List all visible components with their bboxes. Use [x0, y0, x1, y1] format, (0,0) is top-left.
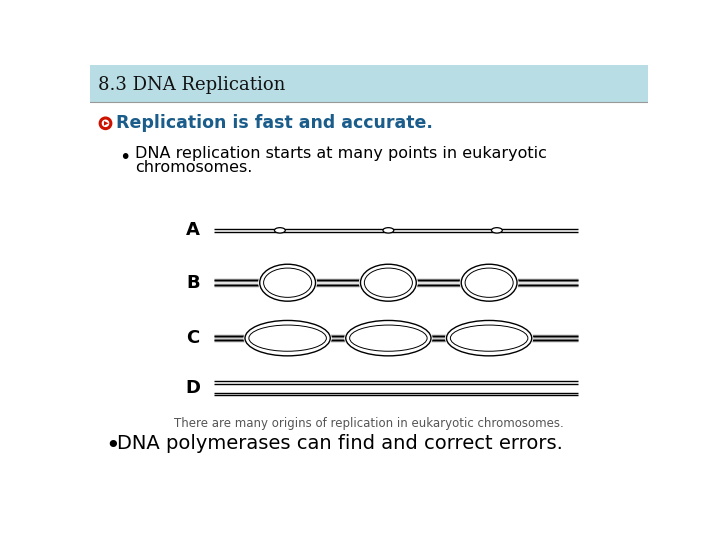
Ellipse shape [243, 319, 332, 357]
Ellipse shape [445, 319, 534, 357]
Ellipse shape [344, 319, 433, 357]
Ellipse shape [258, 262, 317, 303]
Circle shape [99, 117, 112, 130]
Text: B: B [186, 274, 200, 292]
Ellipse shape [492, 228, 503, 233]
Text: A: A [186, 221, 200, 239]
Text: D: D [186, 379, 201, 397]
FancyBboxPatch shape [90, 65, 648, 102]
Polygon shape [104, 121, 109, 126]
Text: There are many origins of replication in eukaryotic chromosomes.: There are many origins of replication in… [174, 417, 564, 430]
Text: Replication is fast and accurate.: Replication is fast and accurate. [117, 114, 433, 132]
Text: DNA replication starts at many points in eukaryotic: DNA replication starts at many points in… [135, 146, 546, 161]
Ellipse shape [359, 262, 418, 303]
Text: •: • [120, 148, 130, 167]
Text: 8.3 DNA Replication: 8.3 DNA Replication [98, 76, 285, 94]
Text: DNA polymerases can find and correct errors.: DNA polymerases can find and correct err… [117, 434, 563, 454]
Ellipse shape [459, 262, 518, 303]
Text: C: C [186, 329, 199, 347]
Text: chromosomes.: chromosomes. [135, 160, 252, 176]
Ellipse shape [383, 228, 394, 233]
Text: •: • [106, 434, 120, 458]
Ellipse shape [274, 228, 285, 233]
Circle shape [102, 120, 109, 126]
